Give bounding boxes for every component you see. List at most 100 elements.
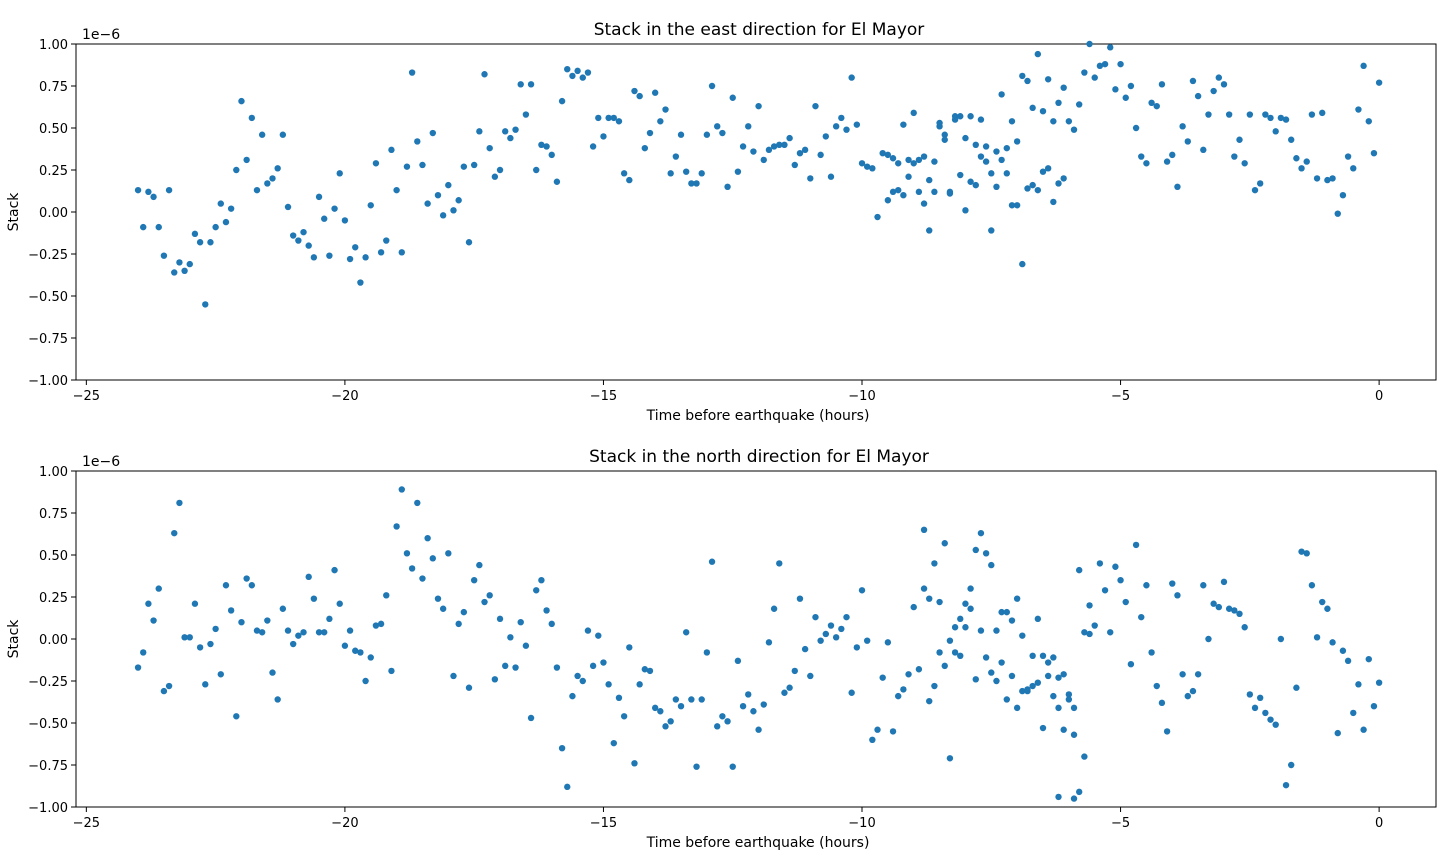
east-data-point bbox=[595, 114, 602, 122]
north-y-tick-label: −0.50 bbox=[28, 717, 68, 732]
east-data-point bbox=[186, 260, 193, 268]
east-data-point bbox=[202, 301, 209, 308]
east-data-point bbox=[998, 91, 1005, 98]
east-data-point bbox=[838, 114, 845, 122]
north-data-point bbox=[1262, 709, 1269, 717]
east-data-point bbox=[1055, 180, 1062, 187]
north-data-point bbox=[264, 617, 271, 624]
north-data-point bbox=[1019, 687, 1026, 695]
north-data-point bbox=[155, 585, 162, 592]
east-data-point bbox=[1008, 202, 1016, 209]
east-data-point bbox=[931, 158, 938, 165]
east-data-point bbox=[874, 213, 881, 221]
north-data-point bbox=[646, 667, 654, 675]
north-data-point bbox=[1055, 674, 1062, 681]
north-data-point bbox=[460, 608, 468, 616]
north-data-point bbox=[1039, 652, 1047, 659]
east-data-point bbox=[843, 126, 850, 133]
north-data-point bbox=[305, 573, 312, 581]
east-data-point bbox=[181, 267, 188, 274]
east-data-point bbox=[393, 186, 400, 194]
north-y-tick-label: 0.50 bbox=[39, 549, 68, 564]
north-data-point bbox=[884, 639, 892, 646]
east-data-point bbox=[615, 118, 623, 125]
east-data-point bbox=[972, 181, 979, 189]
north-data-point bbox=[786, 684, 793, 691]
east-data-point bbox=[450, 207, 457, 214]
north-y-tick-label: 0.00 bbox=[39, 633, 68, 648]
north-data-point bbox=[1179, 671, 1186, 678]
north-data-point bbox=[1050, 692, 1057, 700]
north-data-point bbox=[1205, 635, 1212, 643]
east-data-point bbox=[212, 223, 219, 231]
east-data-point bbox=[1205, 111, 1212, 118]
east-x-tick-label: 0 bbox=[1375, 389, 1383, 404]
east-data-point bbox=[315, 193, 323, 201]
east-data-point bbox=[734, 168, 742, 175]
north-x-tick-label: −15 bbox=[590, 816, 617, 831]
east-data-point bbox=[920, 153, 928, 160]
east-data-point bbox=[1024, 77, 1031, 85]
north-data-point bbox=[1184, 692, 1191, 700]
north-data-point bbox=[801, 645, 809, 653]
north-data-point bbox=[196, 644, 204, 651]
east-data-point bbox=[346, 255, 354, 263]
north-data-point bbox=[1024, 687, 1031, 695]
east-data-point bbox=[801, 146, 809, 154]
north-data-point bbox=[191, 600, 199, 607]
north-data-point bbox=[657, 708, 664, 715]
north-data-point bbox=[946, 637, 954, 644]
east-x-axis-label: Time before earthquake (hours) bbox=[646, 408, 870, 424]
north-data-point bbox=[496, 615, 504, 623]
north-data-point bbox=[755, 726, 762, 733]
north-data-point bbox=[1029, 682, 1036, 690]
north-data-point bbox=[1003, 608, 1010, 616]
north-x-axis: −25 −20 −15 −10 −5 0 bbox=[73, 807, 1383, 831]
east-data-point bbox=[155, 223, 162, 231]
east-data-point bbox=[905, 156, 912, 164]
north-data-point bbox=[486, 592, 493, 599]
east-data-point bbox=[1174, 183, 1181, 190]
north-data-point bbox=[708, 558, 716, 565]
north-data-point bbox=[972, 546, 979, 554]
north-data-point bbox=[238, 619, 245, 626]
north-data-point bbox=[951, 649, 959, 656]
north-data-point bbox=[1344, 657, 1352, 665]
east-data-point bbox=[776, 141, 783, 148]
east-data-point bbox=[1313, 175, 1321, 182]
north-data-point bbox=[1075, 788, 1083, 796]
north-data-point bbox=[398, 486, 405, 493]
east-data-point bbox=[584, 69, 592, 76]
north-data-point bbox=[1039, 724, 1047, 732]
north-data-point bbox=[1251, 704, 1259, 712]
east-data-point bbox=[1251, 186, 1259, 194]
north-x-tick-label: −5 bbox=[1111, 816, 1130, 831]
north-data-point bbox=[414, 499, 421, 507]
north-data-point bbox=[1339, 647, 1347, 654]
north-data-point bbox=[165, 682, 173, 690]
north-data-point bbox=[1003, 696, 1010, 703]
north-data-point bbox=[651, 704, 659, 712]
east-data-point bbox=[460, 163, 468, 170]
north-data-point bbox=[1008, 672, 1016, 680]
east-data-point bbox=[1288, 136, 1295, 143]
north-data-point bbox=[217, 671, 224, 678]
east-x-axis: −25 −20 −15 −10 −5 0 bbox=[73, 380, 1383, 404]
east-data-point bbox=[233, 166, 240, 174]
east-data-point bbox=[827, 173, 835, 180]
east-y-tick-label: 0.00 bbox=[39, 206, 68, 221]
east-y-tick-label: 0.50 bbox=[39, 122, 68, 137]
north-data-point bbox=[186, 634, 193, 641]
east-data-point bbox=[1013, 138, 1021, 145]
east-data-point bbox=[703, 131, 711, 138]
north-data-point bbox=[1065, 691, 1073, 698]
east-data-point bbox=[791, 161, 798, 169]
north-data-point bbox=[1158, 699, 1166, 707]
north-data-point bbox=[1355, 681, 1362, 688]
east-data-point bbox=[988, 227, 995, 234]
north-data-point bbox=[1298, 548, 1305, 555]
east-data-point bbox=[895, 186, 902, 194]
north-y-axis-label: Stack bbox=[6, 619, 22, 659]
north-data-point bbox=[1241, 624, 1248, 631]
east-data-point bbox=[1132, 124, 1140, 132]
